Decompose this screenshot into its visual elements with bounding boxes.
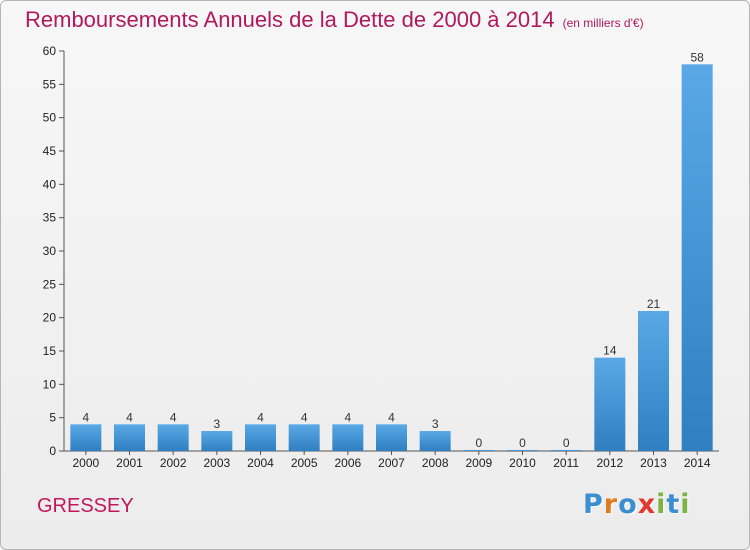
bar-2006	[332, 424, 364, 451]
logo-letter: i	[680, 489, 691, 520]
x-tick-label: 2007	[378, 456, 405, 470]
bar-2002	[157, 424, 189, 451]
chart-title-block: Remboursements Annuels de la Dette de 20…	[25, 7, 644, 33]
y-tick-label: 5	[49, 411, 56, 425]
data-label-2007: 4	[388, 410, 395, 424]
y-tick-label: 20	[43, 311, 57, 325]
data-label-2005: 4	[301, 410, 308, 424]
data-label-2014: 58	[690, 50, 704, 64]
bar-2008	[419, 431, 451, 451]
x-tick-label: 2012	[596, 456, 623, 470]
logo-letter: r	[603, 489, 619, 520]
logo-letter: o	[618, 489, 638, 520]
y-tick-label: 25	[43, 277, 57, 291]
chart-title: Remboursements Annuels de la Dette de 20…	[25, 7, 555, 32]
bar-2007	[376, 424, 407, 451]
data-label-2009: 0	[475, 436, 482, 450]
x-tick-label: 2010	[509, 456, 536, 470]
bar-2014	[681, 64, 713, 452]
bar-2009	[463, 450, 495, 451]
bar-2000	[70, 424, 102, 451]
bar-2011	[550, 450, 582, 451]
logo-letter: x	[637, 489, 657, 520]
data-labels: 4 4 4 3 4 4 4 4 3 0 0 0 14 21 58	[82, 50, 704, 450]
data-label-2000: 4	[82, 410, 89, 424]
data-label-2002: 4	[170, 410, 177, 424]
logo-letter: P	[583, 489, 604, 520]
bar-2005	[288, 424, 320, 451]
data-label-2008: 3	[432, 417, 439, 431]
bar-2004	[245, 424, 276, 451]
x-tick-label: 2002	[160, 456, 187, 470]
place-name: GRESSEY	[37, 495, 134, 517]
data-label-2011: 0	[563, 436, 570, 450]
logo-letter: i	[656, 489, 667, 520]
x-tick-label: 2004	[247, 456, 274, 470]
data-label-2003: 3	[213, 417, 220, 431]
bar-2012	[594, 357, 626, 451]
y-tick-label: 30	[43, 244, 57, 258]
bar-2010	[507, 450, 538, 451]
x-tick-label: 2000	[72, 456, 99, 470]
x-tick-label: 2003	[203, 456, 230, 470]
x-tick-label: 2013	[640, 456, 667, 470]
x-tick-label: 2006	[334, 456, 361, 470]
y-tick-label: 40	[43, 177, 57, 191]
data-label-2012: 14	[603, 344, 617, 358]
x-tick-label: 2001	[116, 456, 143, 470]
x-tick-label: 2005	[291, 456, 318, 470]
bar-2001	[114, 424, 145, 451]
data-label-2010: 0	[519, 436, 526, 450]
data-label-2006: 4	[344, 410, 351, 424]
x-tick-label: 2008	[422, 456, 449, 470]
logo-letter: t	[666, 489, 681, 520]
x-tick-label: 2009	[465, 456, 492, 470]
y-tick-label: 55	[43, 77, 57, 91]
y-tick-label: 50	[43, 111, 57, 125]
x-axis: 2000 2001 2002 2003 2004 2005 2006 2007 2008 2009…	[64, 450, 719, 470]
x-tick-label: 2011	[553, 456, 579, 470]
y-tick-label: 10	[43, 377, 57, 391]
y-tick-label: 45	[43, 144, 57, 158]
x-tick-label: 2014	[684, 456, 711, 470]
data-label-2001: 4	[126, 410, 133, 424]
y-tick-label: 60	[43, 44, 57, 58]
chart-subtitle: (en milliers d'€)	[562, 16, 644, 30]
bars	[70, 64, 713, 452]
data-label-2013: 21	[647, 297, 661, 311]
y-tick-label: 0	[49, 444, 56, 458]
data-label-2004: 4	[257, 410, 264, 424]
bar-2013	[638, 311, 669, 451]
y-tick-label: 15	[43, 344, 57, 358]
y-tick-label: 35	[43, 211, 57, 225]
y-axis: 0 5 10 15 20 25 30 35 40 45 50 55 60	[43, 44, 65, 458]
bar-2003	[201, 431, 233, 451]
proxiti-logo[interactable]: Proxiti	[583, 489, 691, 520]
